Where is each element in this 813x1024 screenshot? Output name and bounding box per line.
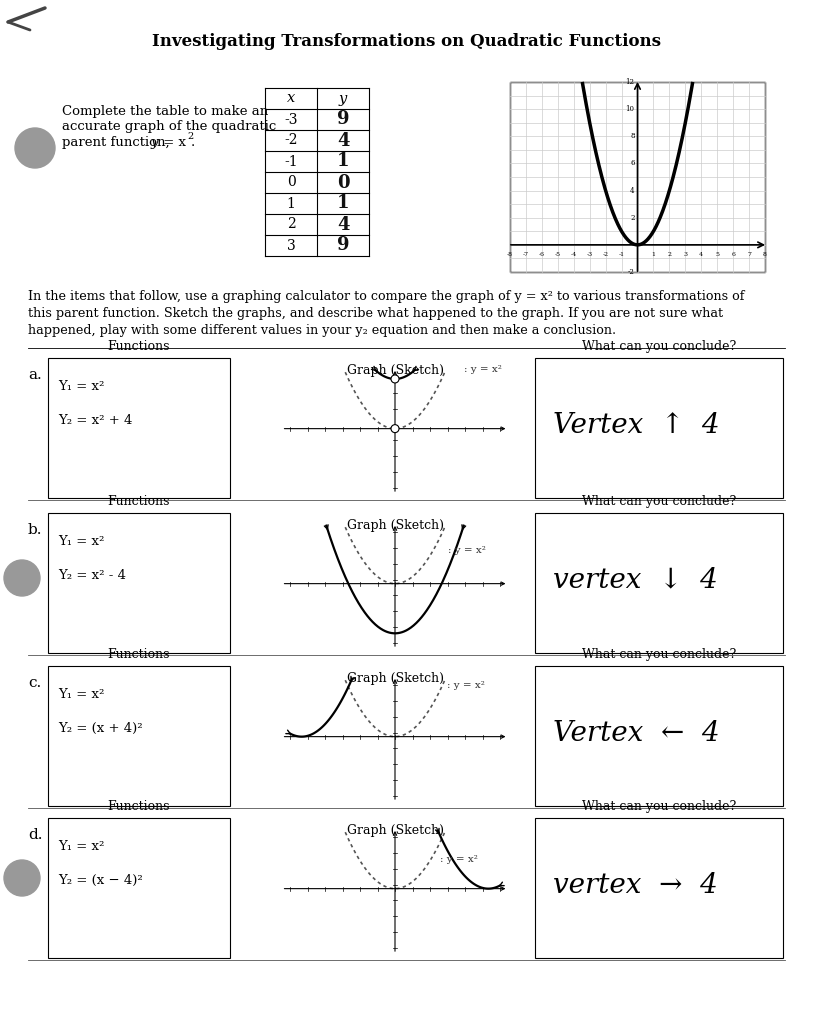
Text: -2: -2 (628, 268, 634, 276)
Text: Functions: Functions (108, 495, 170, 508)
Text: 3: 3 (287, 239, 295, 253)
Text: 7: 7 (747, 252, 751, 257)
Text: -6: -6 (539, 252, 545, 257)
Circle shape (391, 375, 399, 383)
Text: 1: 1 (337, 195, 350, 213)
Text: : y = x²: : y = x² (440, 855, 478, 863)
Text: -4: -4 (571, 252, 577, 257)
Text: Y₂ = (x − 4)²: Y₂ = (x − 4)² (58, 874, 143, 887)
Text: 4: 4 (337, 131, 350, 150)
Bar (48, 666, 230, 806)
Text: Functions: Functions (108, 340, 170, 353)
Text: 1: 1 (651, 252, 655, 257)
Text: x: x (287, 91, 295, 105)
Text: Y₂ = x² + 4: Y₂ = x² + 4 (58, 414, 133, 427)
Text: -2: -2 (285, 133, 298, 147)
Circle shape (4, 560, 40, 596)
Text: What can you conclude?: What can you conclude? (582, 340, 736, 353)
Text: y: y (150, 136, 158, 150)
Text: -3: -3 (587, 252, 593, 257)
Text: What can you conclude?: What can you conclude? (582, 495, 736, 508)
Text: 4: 4 (699, 252, 703, 257)
Text: 8: 8 (630, 132, 634, 140)
Text: What can you conclude?: What can you conclude? (582, 800, 736, 813)
Text: Y₂ = (x + 4)²: Y₂ = (x + 4)² (58, 722, 142, 735)
Text: 9: 9 (337, 237, 350, 255)
Text: 0: 0 (337, 173, 350, 191)
Text: What can you conclude?: What can you conclude? (582, 648, 736, 662)
Text: d.: d. (28, 828, 42, 842)
Bar (510, 82, 765, 272)
Bar (48, 513, 230, 653)
Text: -3: -3 (285, 113, 298, 127)
Text: b.: b. (28, 523, 42, 537)
Text: 2: 2 (187, 132, 193, 141)
Bar (535, 666, 783, 806)
Text: 12: 12 (625, 78, 634, 86)
Text: 10: 10 (625, 105, 634, 113)
Text: 8: 8 (763, 252, 767, 257)
Text: : y = x²: : y = x² (464, 365, 502, 374)
Text: 2: 2 (630, 214, 634, 222)
Text: -5: -5 (554, 252, 561, 257)
Text: : y = x²: : y = x² (446, 681, 485, 690)
Text: vertex  ↓  4: vertex ↓ 4 (553, 566, 718, 594)
Text: Y₁ = x²: Y₁ = x² (58, 380, 104, 393)
Bar (48, 818, 230, 958)
Text: Graph (Sketch): Graph (Sketch) (346, 824, 444, 837)
Text: a.: a. (28, 368, 41, 382)
Text: Vertex  ←  4: Vertex ← 4 (553, 720, 720, 746)
Text: 6: 6 (630, 160, 634, 168)
Text: Investigating Transformations on Quadratic Functions: Investigating Transformations on Quadrat… (151, 34, 660, 50)
Text: Functions: Functions (108, 800, 170, 813)
Bar (535, 818, 783, 958)
Circle shape (15, 128, 55, 168)
Text: c.: c. (28, 676, 41, 690)
Text: vertex  →  4: vertex → 4 (553, 871, 718, 899)
Text: -2: -2 (602, 252, 609, 257)
Text: 1: 1 (337, 153, 350, 171)
Text: Graph (Sketch): Graph (Sketch) (346, 364, 444, 377)
Text: 4: 4 (337, 215, 350, 233)
Text: Graph (Sketch): Graph (Sketch) (346, 519, 444, 532)
Text: .: . (191, 136, 195, 150)
Text: Y₁ = x²: Y₁ = x² (58, 688, 104, 701)
Text: -1: -1 (285, 155, 298, 169)
Text: 4: 4 (630, 186, 634, 195)
Text: parent function,: parent function, (62, 136, 170, 150)
Bar (535, 358, 783, 498)
Text: 2: 2 (667, 252, 672, 257)
Text: happened, play with some different values in your y₂ equation and then make a co: happened, play with some different value… (28, 324, 616, 337)
Circle shape (391, 425, 399, 432)
Text: Complete the table to make an: Complete the table to make an (62, 105, 268, 118)
Text: accurate graph of the quadratic: accurate graph of the quadratic (62, 120, 276, 133)
Text: Functions: Functions (108, 648, 170, 662)
Text: y: y (339, 91, 347, 105)
Circle shape (4, 860, 40, 896)
Text: 5: 5 (715, 252, 720, 257)
Text: : y = x²: : y = x² (448, 546, 486, 555)
Text: = x: = x (159, 136, 186, 150)
Text: -7: -7 (523, 252, 529, 257)
Text: -8: -8 (507, 252, 513, 257)
Bar (535, 513, 783, 653)
Bar (48, 358, 230, 498)
Text: In the items that follow, use a graphing calculator to compare the graph of y = : In the items that follow, use a graphing… (28, 290, 745, 303)
Text: 6: 6 (731, 252, 735, 257)
Text: 3: 3 (683, 252, 687, 257)
Text: 2: 2 (287, 217, 295, 231)
Text: Y₂ = x² - 4: Y₂ = x² - 4 (58, 569, 126, 582)
Text: this parent function. Sketch the graphs, and describe what happened to the graph: this parent function. Sketch the graphs,… (28, 307, 723, 319)
Text: 0: 0 (287, 175, 295, 189)
Text: 9: 9 (337, 111, 350, 128)
Text: Vertex  ↑  4: Vertex ↑ 4 (553, 412, 720, 438)
Text: Y₁ = x²: Y₁ = x² (58, 535, 104, 548)
Text: Graph (Sketch): Graph (Sketch) (346, 672, 444, 685)
Text: 1: 1 (286, 197, 295, 211)
Text: Y₁ = x²: Y₁ = x² (58, 840, 104, 853)
Text: -1: -1 (619, 252, 624, 257)
